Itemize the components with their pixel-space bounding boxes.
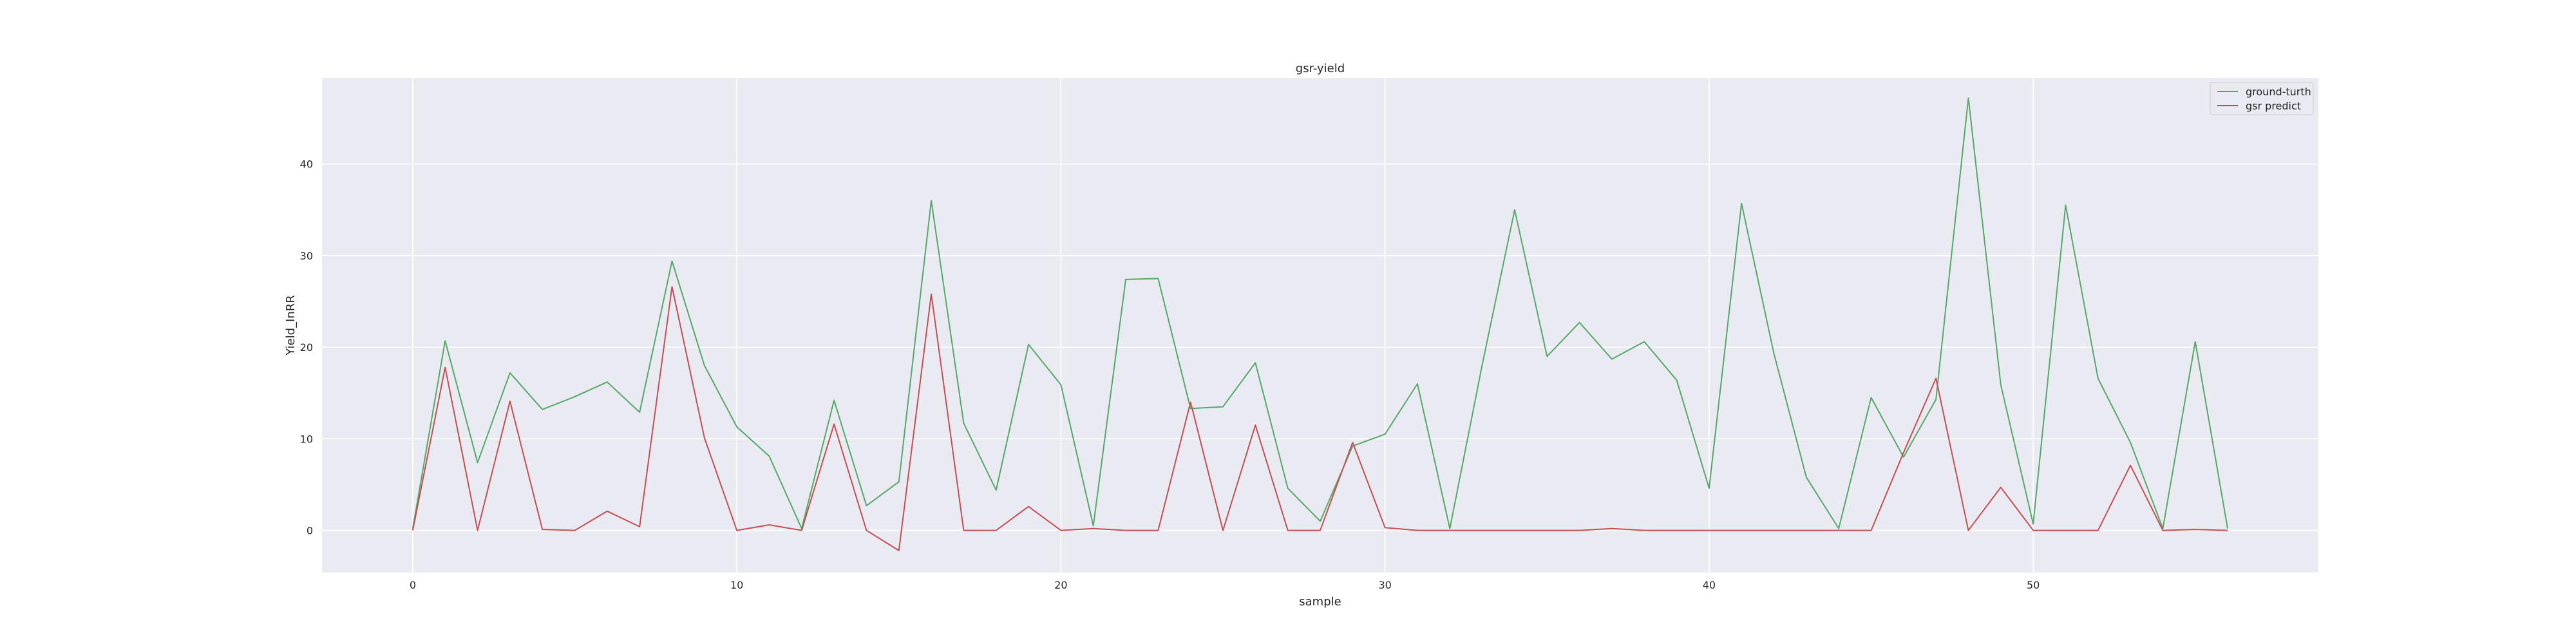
x-axis-label: sample [1299, 595, 1341, 609]
legend-box [2210, 82, 2314, 115]
series-line-ground-turth [412, 97, 2229, 529]
x-tick-label: 30 [1378, 579, 1391, 591]
legend: ground-turth gsr predict [2210, 82, 2314, 115]
series-line-gsr-predict [412, 286, 2228, 551]
y-tick-label: 0 [307, 525, 313, 537]
y-tick-label: 40 [300, 158, 313, 171]
y-tick-label: 20 [300, 341, 313, 354]
x-tick-label: 50 [2027, 579, 2040, 591]
x-tick-label: 0 [410, 579, 416, 591]
y-tick-label: 10 [300, 433, 313, 445]
y-axis-label: Yield_InRR [284, 295, 298, 356]
series-layer [412, 97, 2229, 551]
chart-title: gsr-yield [1296, 62, 1345, 75]
legend-label-ground-turth: ground-turth [2246, 86, 2311, 98]
x-tick-label: 40 [1703, 579, 1716, 591]
legend-label-gsr-predict: gsr predict [2246, 100, 2301, 112]
plot-area [322, 78, 2318, 573]
tick-labels: 0 10 20 30 40 50 0 10 20 30 40 [300, 158, 2040, 591]
x-tick-label: 10 [730, 579, 743, 591]
y-tick-label: 30 [300, 250, 313, 262]
x-tick-label: 20 [1054, 579, 1067, 591]
